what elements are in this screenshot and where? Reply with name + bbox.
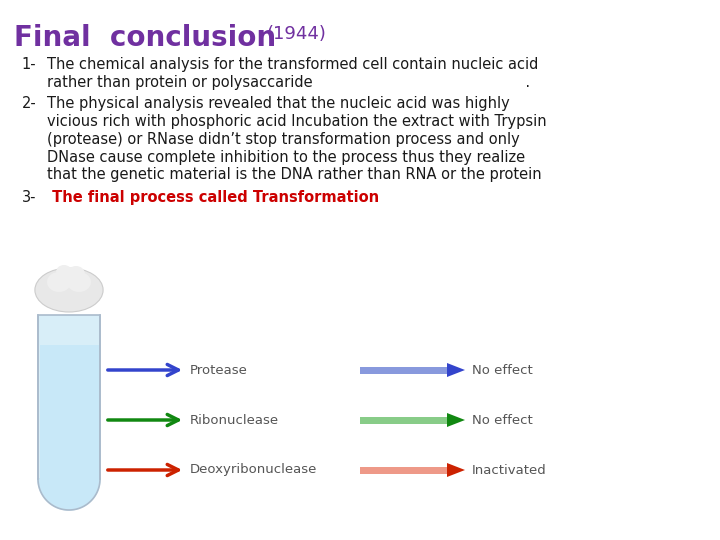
Text: (protease) or RNase didn’t stop transformation process and only: (protease) or RNase didn’t stop transfor… xyxy=(47,132,520,147)
Text: 1-: 1- xyxy=(22,57,36,72)
Text: Deoxyribonuclease: Deoxyribonuclease xyxy=(190,463,318,476)
Bar xyxy=(40,345,99,479)
Ellipse shape xyxy=(47,272,71,292)
Text: DNase cause complete inhibition to the process thus they realize: DNase cause complete inhibition to the p… xyxy=(47,150,525,165)
Bar xyxy=(360,416,447,423)
Text: No effect: No effect xyxy=(472,363,533,376)
Text: vicious rich with phosphoric acid Incubation the extract with Trypsin: vicious rich with phosphoric acid Incuba… xyxy=(47,114,546,129)
Ellipse shape xyxy=(67,272,91,292)
Text: (1944): (1944) xyxy=(266,25,326,43)
Text: that the genetic material is the DNA rather than RNA or the protein: that the genetic material is the DNA rat… xyxy=(47,167,541,183)
Polygon shape xyxy=(447,363,465,377)
Ellipse shape xyxy=(59,267,79,285)
Bar xyxy=(360,367,447,374)
Ellipse shape xyxy=(56,265,72,279)
Ellipse shape xyxy=(35,268,103,312)
Text: The chemical analysis for the transformed cell contain nucleic acid: The chemical analysis for the transforme… xyxy=(47,57,538,72)
Polygon shape xyxy=(40,479,99,509)
Text: Protease: Protease xyxy=(190,363,248,376)
Text: The final process called Transformation: The final process called Transformation xyxy=(47,190,379,205)
Polygon shape xyxy=(38,479,100,510)
Polygon shape xyxy=(447,463,465,477)
Bar xyxy=(360,467,447,474)
Text: No effect: No effect xyxy=(472,414,533,427)
Text: rather than protein or polysaccaride                                            : rather than protein or polysaccaride xyxy=(47,75,530,90)
Text: Final  conclusion: Final conclusion xyxy=(14,24,276,52)
Text: 3-: 3- xyxy=(22,190,36,205)
Ellipse shape xyxy=(67,266,85,282)
Bar xyxy=(38,315,100,479)
Polygon shape xyxy=(447,413,465,427)
Text: Ribonuclease: Ribonuclease xyxy=(190,414,279,427)
Text: The physical analysis revealed that the nucleic acid was highly: The physical analysis revealed that the … xyxy=(47,96,510,111)
Text: 2-: 2- xyxy=(22,96,36,111)
Text: Inactivated: Inactivated xyxy=(472,463,546,476)
